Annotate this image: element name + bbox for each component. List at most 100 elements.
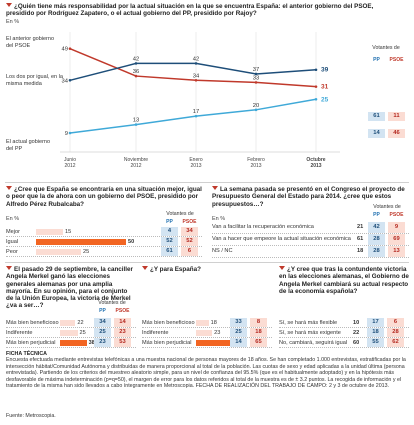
x-tick-label-4: Octubre 2013 [306, 157, 325, 169]
q4-bar [60, 320, 76, 326]
q6-value: 60 [353, 340, 360, 346]
q4-psoe-header: PSOE [115, 308, 130, 314]
q1-pp-header: PP [373, 57, 380, 63]
series-2-label-0: 9 [65, 131, 68, 137]
q6-question: ¿Y cree que tras la contundente victoria… [279, 266, 409, 295]
q5-value: 23 [214, 330, 221, 336]
q3-pp-value: 42 [368, 222, 385, 233]
q6-row-label: Sí, se hará más exigente [279, 330, 341, 336]
q2-psoe-value: 34 [181, 227, 198, 236]
series-1-label-2: 42 [193, 56, 199, 62]
x-tick-label-0: Junio 2012 [64, 157, 76, 169]
q2-bar [36, 239, 126, 245]
q6-row: No, cambiará, seguirá igual 60 55 62 [279, 338, 409, 348]
q2-row: Peor 25 61 6 [6, 247, 202, 257]
q3-row: Van a facilitar la recuperación económic… [212, 222, 409, 234]
triangle-icon [6, 3, 12, 7]
q2-psoe-value: 52 [181, 237, 198, 246]
series-2-label-3: 20 [253, 103, 259, 109]
q5-psoe-value: 65 [250, 338, 267, 347]
series-2-point-4 [314, 97, 318, 101]
q5-pp-value: 33 [230, 318, 247, 327]
q4-row-label: Más bien beneficioso [6, 320, 59, 326]
series-2-label-4: 25 [321, 96, 329, 103]
divider-1 [5, 182, 409, 183]
q3-row: Van a hacer que empeore la actual situac… [212, 234, 409, 246]
q1-question: ¿Quién tiene más responsabilidad por la … [6, 3, 374, 18]
q4-question: El pasado 29 de septiembre, la canciller… [6, 266, 133, 310]
ficha-tecnica: FICHA TÉCNICA Encuesta efectuada mediant… [6, 351, 409, 389]
series-0-label-2: 34 [193, 73, 200, 79]
q2-row-label: Mejor [6, 229, 20, 235]
series-2-point-3 [254, 108, 258, 112]
series-1-label-4: 39 [321, 67, 329, 74]
q6-value: 22 [353, 330, 360, 336]
series-label-both: Los dos por igual, en la misma medida [6, 74, 63, 87]
series-1-point-1 [134, 62, 138, 65]
q3-value: 18 [357, 248, 364, 254]
series-2-point-2 [194, 114, 198, 118]
divider-2 [5, 262, 409, 263]
q4-pp-header: PP [99, 308, 106, 314]
q2-votantes-header: Votantes de [166, 211, 194, 217]
q2-bar [36, 249, 81, 255]
q5-row-label: Indiferente [142, 330, 169, 336]
series-label-psoe: El anterior gobierno del PSOE [6, 36, 55, 49]
q1-psoe-value-psoe-row: 11 [388, 112, 405, 121]
q5-bar [196, 340, 231, 346]
series-1-label-1: 42 [133, 56, 139, 62]
q3-psoe-value: 13 [388, 246, 405, 257]
triangle-icon [212, 186, 218, 190]
q5-value: 18 [210, 320, 217, 326]
q4-bar-rows: Más bien beneficioso 22 34 14 Indiferente 25 2… [6, 318, 136, 348]
q5-bar [196, 320, 209, 326]
q1-unit: En % [6, 19, 20, 25]
source: Fuente: Metroscopia. [6, 413, 56, 419]
q6-row-label: Sí, se hará más flexible [279, 320, 338, 326]
x-tick-label-3: Febrero 2013 [247, 157, 265, 169]
q4-value: 22 [77, 320, 84, 326]
q4-psoe-value: 23 [114, 328, 131, 337]
q2-row: Mejor 15 4 34 [6, 227, 202, 237]
series-0-point-4 [314, 85, 318, 88]
series-0-point-1 [134, 74, 138, 78]
q5-row: Indiferente 23 25 18 [142, 328, 272, 338]
q1-votantes-header: Votantes de [372, 45, 400, 51]
triangle-icon [142, 266, 148, 270]
q3-pp-value: 28 [368, 234, 385, 245]
series-0-label-0: 49 [62, 47, 68, 53]
q6-psoe-value: 62 [387, 338, 404, 347]
q4-value: 25 [79, 330, 86, 336]
q4-bar [60, 340, 87, 346]
q2-question: ¿Cree que España se encontraría en una s… [6, 186, 202, 208]
series-0-point-3 [254, 81, 258, 84]
q6-psoe-value: 28 [387, 328, 404, 337]
q2-value: 50 [128, 239, 135, 245]
q5-row: Más bien beneficioso 18 33 8 [142, 318, 272, 328]
q5-row-label: Más bien perjudicial [142, 340, 192, 346]
q3-row-label: Van a hacer que empeore la actual situac… [212, 236, 351, 242]
x-tick-label-2: Enero 2013 [189, 157, 203, 169]
q2-row: Igual 50 52 52 [6, 237, 202, 247]
q3-value: 21 [357, 224, 364, 230]
series-1-point-4 [314, 68, 318, 72]
q3-psoe-header: PSOE [389, 212, 404, 218]
q2-value: 15 [65, 229, 72, 235]
series-0-label-4: 31 [321, 84, 329, 91]
q6-row: Sí, se hará más exigente 22 18 28 [279, 328, 409, 338]
q2-pp-header: PP [166, 219, 173, 225]
q3-row: NS / NC 18 28 13 [212, 246, 409, 258]
q3-rows: Van a facilitar la recuperación económic… [212, 222, 409, 258]
q2-unit: En % [6, 216, 20, 222]
q4-psoe-value: 53 [114, 338, 131, 347]
series-0-label-1: 36 [133, 69, 139, 75]
q4-psoe-value: 14 [114, 318, 131, 327]
q1-pp-value-psoe-row: 61 [368, 112, 385, 121]
q2-bar-rows: Mejor 15 4 34 Igual 50 52 52 Peor 25 61 6 [6, 227, 202, 257]
series-1-point-0 [68, 78, 72, 82]
q4-row-label: Más bien perjudicial [6, 340, 56, 346]
triangle-icon [279, 266, 285, 270]
x-tick-label-1: Noviembre 2012 [124, 157, 148, 169]
q4-pp-value: 23 [94, 338, 111, 347]
q4-row-label: Indiferente [6, 330, 33, 336]
